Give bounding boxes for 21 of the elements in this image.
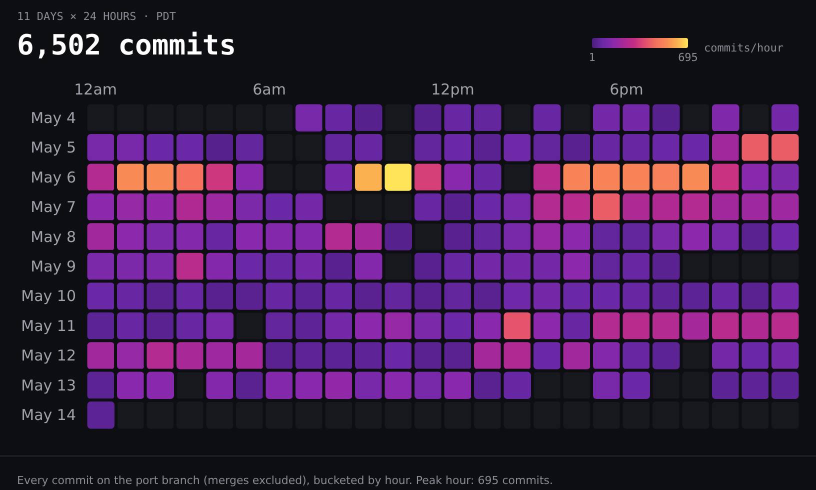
color-bar-label: 695 [678,51,698,64]
y-tick-label: May 11 [21,316,76,335]
x-tick-label: 12pm [431,80,474,98]
color-bar-title: commits/hour [704,42,784,54]
y-tick-label: May 5 [30,138,76,157]
color-bar-label: 1 [588,51,596,64]
y-tick-label: May 8 [30,228,76,246]
chart-title: 6,502 commits [17,28,236,62]
y-tick-label: May 12 [21,346,76,365]
y-tick-label: May 9 [30,258,76,276]
x-tick-label: 6am [252,80,286,98]
text: Every commit on the port branch (merges excluded), bucketed by hour. Peak hour: 695 commits. [17,474,554,487]
y-tick-label: May 4 [30,108,76,127]
y-tick-label: May 14 [21,406,76,424]
y-tick-label: May 10 [21,287,76,306]
y-tick-label: May 7 [30,198,76,216]
chart-subtitle: 11 DAYS × 24 HOURS · PDT [17,10,176,23]
x-tick-label: 6pm [610,80,644,98]
x-tick-label: 12am [74,80,118,98]
y-tick-label: May 13 [21,376,76,394]
y-tick-label: May 6 [30,168,76,186]
